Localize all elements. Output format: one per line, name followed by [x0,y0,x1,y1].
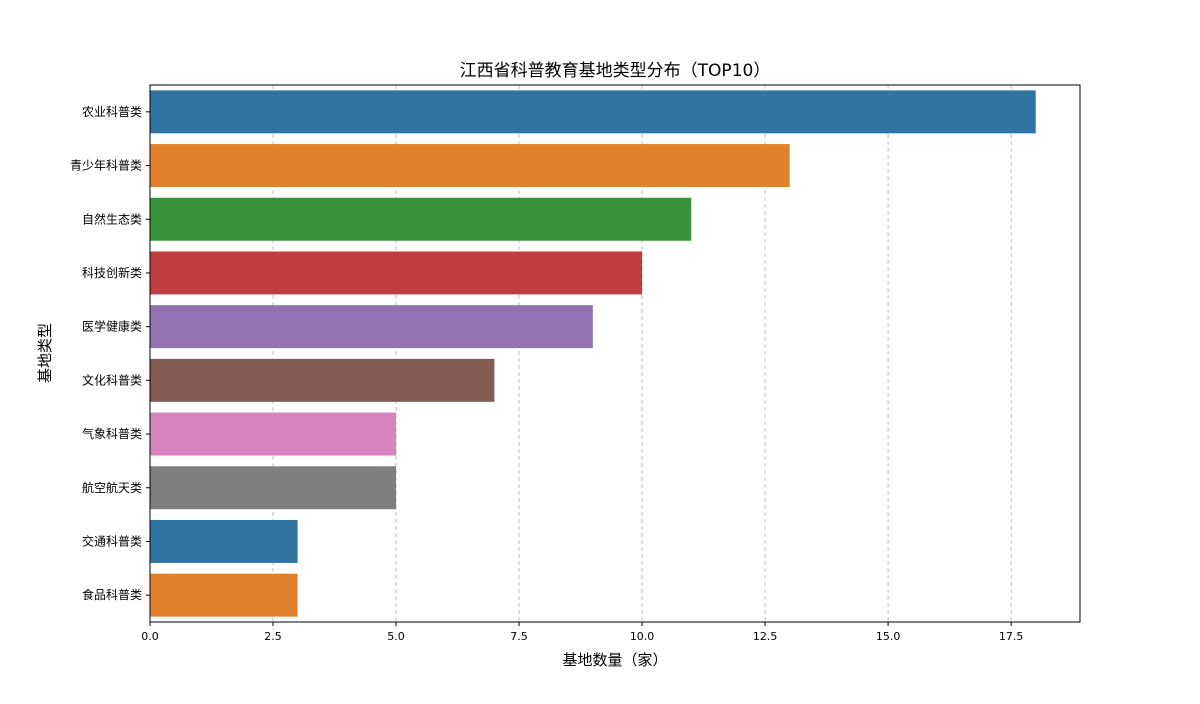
y-tick-label: 自然生态类 [82,211,142,226]
y-tick-label: 食品科普类 [82,587,142,602]
y-tick-label: 医学健康类 [82,319,142,334]
bar [150,305,593,349]
bar [150,519,298,563]
y-tick-label: 气象科普类 [82,426,142,441]
bar [150,412,397,456]
plot-frame [149,84,1081,623]
bar [150,573,298,617]
x-tick-label: 5.0 [387,630,405,643]
bar [150,144,790,188]
bar [150,358,495,402]
y-tick-label: 航空航天类 [82,480,142,495]
x-tick-label: 7.5 [510,630,528,643]
y-tick-label: 文化科普类 [82,372,142,387]
chart-title: 江西省科普教育基地类型分布（TOP10） [460,61,771,81]
x-tick-label: 2.5 [264,630,282,643]
y-tick-label: 青少年科普类 [70,159,142,173]
bar [150,197,692,241]
x-tick-label: 10.0 [630,630,655,643]
x-tick-label: 15.0 [876,630,901,643]
y-tick-label: 交通科普类 [82,533,142,548]
y-tick-label: 农业科普类 [82,105,142,119]
x-tick-label: 17.5 [999,630,1024,643]
y-axis-label: 基地类型 [36,323,54,383]
bar [150,90,1036,134]
y-tick-label: 科技创新类 [82,265,142,280]
x-tick-label: 12.5 [753,630,778,643]
x-tick-label: 0.0 [141,630,159,643]
y-axis-ticks: 农业科普类青少年科普类自然生态类科技创新类医学健康类文化科普类气象科普类航空航天… [70,105,150,602]
x-axis-label: 基地数量（家） [562,651,667,669]
x-axis-ticks: 0.0 2.5 5.0 7.5 10.0 12.5 15.0 17.5 [141,622,1023,643]
bars [150,90,1036,617]
bar [150,466,397,510]
bar [150,251,643,295]
